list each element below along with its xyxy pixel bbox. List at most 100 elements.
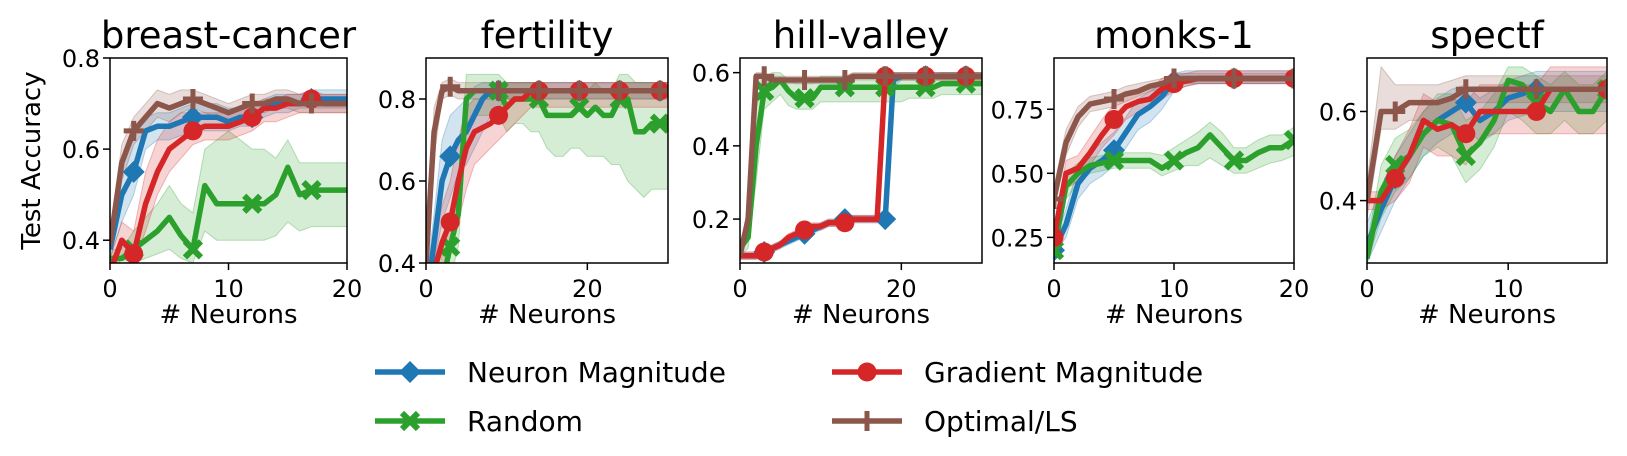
band-neuron-magnitude-fertility [427, 82, 668, 263]
band-random-hill-valley [740, 72, 982, 257]
marker-gradient-magnitude-spectf-7 [1456, 124, 1476, 144]
legend-marker-gradient-magnitude [857, 362, 877, 382]
plot-area-monks-1 [1054, 67, 1294, 262]
marker-optimal-ls-breast-cancer-7 [182, 89, 203, 109]
x-axis-label-spectf: # Neurons [1418, 300, 1556, 330]
band-random-spectf [1367, 66, 1607, 263]
line-random-fertility [443, 88, 668, 263]
line-neuron-magnitude-hill-valley [740, 73, 982, 259]
legend: Neuron Magnitude Gradient Magnitude Random… [375, 356, 1203, 438]
legend-label-gradient-magnitude: Gradient Magnitude [924, 356, 1203, 389]
marker-random-spectf-7 [1455, 145, 1476, 167]
marker-random-monks-1-15 [1223, 150, 1245, 171]
band-neuron-magnitude-hill-valley [740, 72, 982, 260]
marker-random-hill-valley-8 [794, 88, 815, 109]
marker-neuron-magnitude-breast-cancer-7 [181, 106, 204, 129]
legend-label-neuron-magnitude: Neuron Magnitude [467, 356, 726, 389]
axes-frame-spectf [1366, 57, 1608, 264]
legend-item-random: Random [375, 405, 583, 438]
legend-item-gradient-magnitude: Gradient Magnitude [832, 356, 1203, 389]
marker-optimal-ls-spectf-7 [1455, 79, 1476, 100]
y-tick-label-spectf-0.4: 0.4 [1319, 188, 1357, 216]
legend-marker-neuron-magnitude [399, 361, 421, 383]
x-tick-label-spectf-0: 0 [1359, 275, 1374, 303]
marker-random-monks-1-10 [1163, 150, 1185, 171]
marker-optimal-ls-breast-cancer-17 [301, 93, 322, 114]
marker-gradient-magnitude-hill-valley-8 [795, 220, 815, 240]
marker-neuron-magnitude-breast-cancer-2 [122, 160, 145, 183]
x-tick-label-spectf-10: 10 [1493, 275, 1524, 303]
y-tick-label-breast-cancer-0.6: 0.6 [62, 136, 100, 164]
x-tick-label-monks-1-10: 10 [1159, 275, 1190, 303]
marker-gradient-magnitude-hill-valley-3 [754, 242, 774, 262]
subplot-hill-valley: 0 20 0.2 0.4 0.6 hill-valley # Neurons [692, 14, 983, 330]
band-optimal-ls-hill-valley [740, 72, 982, 260]
axes-frame-hill-valley [739, 57, 983, 264]
marker-neuron-magnitude-fertility-3 [439, 145, 462, 168]
marker-optimal-ls-hill-valley-13 [834, 69, 855, 90]
marker-random-hill-valley-3 [754, 80, 775, 102]
y-tick-label-hill-valley-0.6: 0.6 [692, 60, 730, 88]
marker-optimal-ls-monks-1-20 [1284, 68, 1294, 89]
marker-random-breast-cancer-17 [301, 179, 322, 201]
marker-random-fertility-19 [569, 97, 590, 118]
plot-area-fertility [426, 73, 668, 263]
x-axis-label-monks-1: # Neurons [1105, 300, 1243, 330]
line-optimal-ls-spectf [1367, 86, 1607, 202]
axes-frame-fertility [425, 57, 669, 264]
legend-marker-random [399, 410, 421, 432]
marker-optimal-ls-breast-cancer-2 [123, 120, 144, 141]
y-tick-label-fertility-0.8: 0.8 [378, 86, 416, 114]
x-tick-label-breast-cancer-0: 0 [102, 275, 117, 303]
band-neuron-magnitude-spectf [1367, 70, 1607, 263]
marker-optimal-ls-hill-valley-28 [955, 66, 976, 87]
marker-neuron-magnitude-spectf-7 [1454, 91, 1477, 114]
x-tick-label-hill-valley-0: 0 [732, 275, 747, 303]
marker-gradient-magnitude-spectf-2 [1385, 168, 1405, 188]
title-hill-valley: hill-valley [773, 14, 949, 57]
marker-gradient-magnitude-spectf-12 [1526, 101, 1546, 121]
marker-optimal-ls-fertility-9 [488, 80, 509, 101]
legend-item-optimal-ls: Optimal/LS [832, 405, 1078, 438]
x-tick-label-fertility-0: 0 [418, 275, 433, 303]
marker-optimal-ls-monks-1-10 [1164, 68, 1184, 89]
subplot-spectf: 0 10 0.4 0.6 spectf # Neurons [1319, 14, 1608, 330]
marker-gradient-magnitude-hill-valley-13 [835, 213, 855, 233]
marker-optimal-ls-monks-1-0 [1054, 188, 1064, 209]
x-tick-label-monks-1-0: 0 [1046, 275, 1061, 303]
marker-optimal-ls-hill-valley-8 [794, 69, 815, 90]
subplot-fertility: 0 20 0.4 0.6 0.8 fertility # Neurons [378, 14, 669, 330]
x-tick-label-fertility-20: 20 [572, 275, 603, 303]
line-optimal-ls-hill-valley [740, 73, 982, 257]
y-tick-label-hill-valley-0.2: 0.2 [692, 206, 730, 234]
legend-item-neuron-magnitude: Neuron Magnitude [375, 356, 726, 389]
marker-gradient-magnitude-breast-cancer-12 [242, 107, 262, 127]
legend-label-optimal-ls: Optimal/LS [924, 405, 1078, 438]
marker-optimal-ls-spectf-12 [1526, 79, 1547, 100]
marker-gradient-magnitude-fertility-3 [440, 212, 460, 232]
marker-gradient-magnitude-breast-cancer-2 [124, 244, 144, 263]
subplot-monks-1: 0 10 20 0.25 0.50 0.75 monks-1 # Neurons [991, 14, 1310, 330]
marker-random-breast-cancer-7 [182, 239, 204, 260]
y-tick-label-breast-cancer-0.8: 0.8 [62, 45, 100, 73]
y-tick-label-breast-cancer-0.4: 0.4 [62, 227, 100, 255]
marker-optimal-ls-breast-cancer-12 [242, 93, 263, 114]
y-tick-label-monks-1-0.25: 0.25 [991, 224, 1044, 252]
x-tick-label-monks-1-20: 20 [1279, 275, 1310, 303]
marker-random-monks-1-5 [1103, 150, 1125, 171]
y-tick-label-fertility-0.6: 0.6 [378, 168, 416, 196]
marker-random-fertility-29 [649, 113, 668, 134]
plot-area-hill-valley [740, 65, 982, 263]
y-tick-label-hill-valley-0.4: 0.4 [692, 133, 730, 161]
line-gradient-magnitude-hill-valley [740, 73, 982, 259]
x-tick-label-breast-cancer-20: 20 [332, 275, 363, 303]
y-tick-label-fertility-0.4: 0.4 [378, 250, 416, 278]
band-optimal-ls-monks-1 [1054, 72, 1294, 210]
marker-random-monks-1-20 [1283, 129, 1294, 151]
band-random-breast-cancer [110, 130, 347, 263]
title-spectf: spectf [1430, 14, 1544, 57]
marker-optimal-ls-hill-valley-3 [754, 66, 775, 87]
marker-optimal-ls-fertility-29 [649, 80, 668, 101]
marker-optimal-ls-fertility-24 [609, 80, 630, 101]
